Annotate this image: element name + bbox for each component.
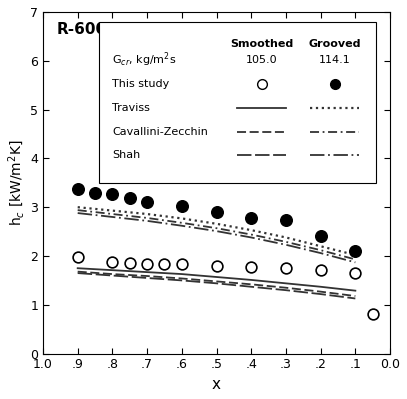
Point	[248, 264, 254, 270]
Point	[248, 215, 254, 221]
X-axis label: x: x	[212, 377, 221, 392]
Point	[127, 260, 133, 266]
Text: G$_{cr}$, kg/m$^2$s: G$_{cr}$, kg/m$^2$s	[112, 51, 177, 69]
Point	[161, 261, 168, 267]
Point	[352, 270, 359, 276]
Point	[283, 217, 289, 223]
FancyBboxPatch shape	[98, 22, 376, 183]
Point	[74, 186, 81, 192]
Point	[317, 267, 324, 273]
Point	[352, 248, 359, 254]
Point	[92, 190, 98, 196]
Point	[213, 209, 220, 215]
Point	[127, 195, 133, 201]
Text: 114.1: 114.1	[319, 55, 350, 65]
Point	[74, 254, 81, 261]
Point	[317, 232, 324, 239]
Text: Shah: Shah	[112, 150, 141, 160]
Point	[370, 310, 376, 317]
Y-axis label: h$_c$ [kW/m$^2$K]: h$_c$ [kW/m$^2$K]	[7, 140, 27, 226]
Point	[179, 261, 185, 267]
Point	[109, 259, 116, 265]
Text: Cavallini-Zecchin: Cavallini-Zecchin	[112, 126, 208, 136]
Point	[144, 199, 150, 205]
Text: Traviss: Traviss	[112, 103, 150, 113]
Text: Smoothed: Smoothed	[230, 39, 293, 49]
Text: Grooved: Grooved	[308, 39, 361, 49]
Point	[179, 203, 185, 209]
Text: 105.0: 105.0	[246, 55, 278, 65]
Point	[109, 191, 116, 197]
Point	[144, 261, 150, 267]
Point	[213, 263, 220, 269]
Point	[283, 265, 289, 271]
Text: R-600a: R-600a	[57, 22, 117, 37]
Text: This study: This study	[112, 79, 170, 89]
